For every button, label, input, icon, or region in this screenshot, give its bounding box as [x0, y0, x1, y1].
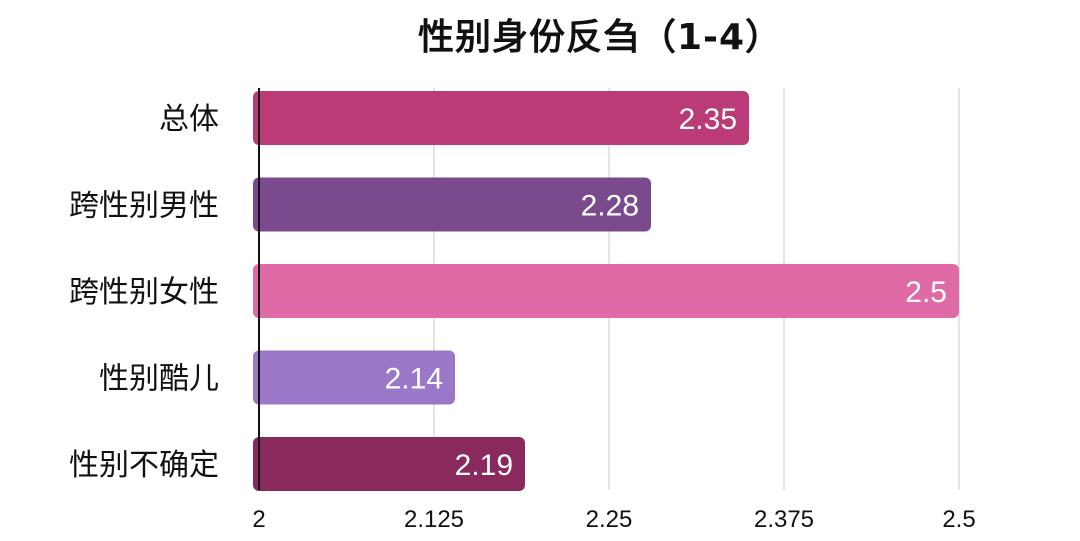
category-label: 跨性别女性 — [69, 275, 219, 310]
value-label: 2.5 — [905, 276, 947, 309]
bar-layer — [253, 91, 959, 491]
label-layer: 总体 2.35 跨性别男性 2.28 跨性别女性 2.5 性别酷儿 2.14 性别不确定 2.19 — [69, 102, 947, 483]
category-label: 性别酷儿 — [99, 362, 219, 397]
x-tick-label: 2.5 — [942, 506, 975, 533]
x-tick-label: 2 — [252, 506, 265, 533]
category-label: 性别不确定 — [69, 448, 219, 483]
value-label: 2.19 — [455, 449, 513, 482]
x-tick-label: 2.25 — [586, 506, 633, 533]
value-label: 2.14 — [385, 363, 443, 396]
bar — [253, 177, 651, 232]
x-tick-label: 2.375 — [754, 506, 814, 533]
x-tick-label: 2.125 — [404, 506, 464, 533]
bar — [253, 350, 455, 405]
bar — [253, 91, 749, 145]
category-label: 总体 — [159, 102, 219, 137]
bar — [253, 264, 959, 318]
category-label: 跨性别男性 — [69, 189, 219, 224]
value-label: 2.28 — [581, 190, 639, 223]
bar — [253, 437, 525, 491]
chart-title: 性别身份反刍（1-4） — [417, 17, 783, 58]
value-label: 2.35 — [679, 103, 737, 136]
tick-layer: 2 2.125 2.25 2.375 2.5 — [252, 506, 975, 533]
